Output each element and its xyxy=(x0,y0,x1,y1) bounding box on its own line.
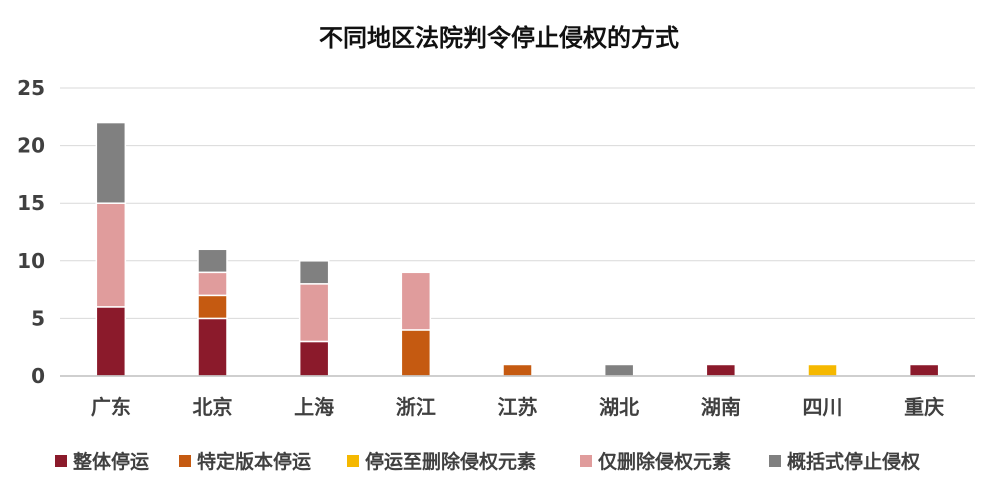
bar-segment xyxy=(400,329,432,377)
x-tick-label: 浙江 xyxy=(396,395,436,419)
y-tick-label: 10 xyxy=(17,249,45,273)
bar-segment xyxy=(197,248,228,274)
x-tick-label: 上海 xyxy=(294,395,334,419)
bar-segment xyxy=(95,121,127,204)
bar-segment xyxy=(603,363,635,377)
bar-segment xyxy=(400,271,432,331)
legend-label: 概括式停止侵权 xyxy=(787,450,920,473)
y-axis-ticks: 0 5 10 15 20 25 xyxy=(17,76,45,388)
bar-segment xyxy=(197,294,228,320)
bar-segment xyxy=(298,260,330,285)
bar-segment xyxy=(502,363,533,377)
bar-segment xyxy=(908,363,940,377)
y-tick-label: 25 xyxy=(17,76,45,100)
legend-label: 仅删除侵权元素 xyxy=(597,450,731,473)
bar-segment xyxy=(705,363,737,377)
y-tick-label: 20 xyxy=(17,134,45,158)
bars xyxy=(95,121,940,377)
bar-segment xyxy=(197,317,228,377)
bar-segment xyxy=(298,340,330,377)
x-tick-label: 重庆 xyxy=(904,395,944,419)
x-tick-label: 四川 xyxy=(803,395,843,419)
legend-swatch xyxy=(55,455,67,467)
bar-segment xyxy=(807,363,838,377)
legend-swatch xyxy=(769,455,781,467)
bar-segment xyxy=(95,306,127,377)
bar-segment xyxy=(197,271,228,297)
x-tick-label: 湖北 xyxy=(599,395,639,419)
chart-title: 不同地区法院判令停止侵权的方式 xyxy=(319,24,679,52)
legend: 整体停运 特定版本停运 停运至删除侵权元素 仅删除侵权元素 概括式停止侵权 xyxy=(55,450,920,473)
x-tick-label: 湖南 xyxy=(701,395,741,419)
x-tick-label: 江苏 xyxy=(498,395,538,419)
y-tick-label: 0 xyxy=(31,364,45,388)
legend-swatch xyxy=(347,455,359,467)
bar-segment xyxy=(298,283,330,343)
legend-label: 特定版本停运 xyxy=(197,450,311,473)
x-axis-ticks: 广东 北京 上海 浙江 江苏 湖北 湖南 四川 重庆 xyxy=(91,395,944,419)
bar-segment xyxy=(95,202,127,308)
y-tick-label: 5 xyxy=(31,306,45,330)
legend-label: 整体停运 xyxy=(73,450,149,473)
x-tick-label: 广东 xyxy=(91,395,131,419)
y-tick-label: 15 xyxy=(17,191,45,215)
legend-swatch xyxy=(580,455,592,467)
legend-label: 停运至删除侵权元素 xyxy=(365,450,536,473)
legend-swatch xyxy=(179,455,191,467)
x-tick-label: 北京 xyxy=(193,395,233,419)
